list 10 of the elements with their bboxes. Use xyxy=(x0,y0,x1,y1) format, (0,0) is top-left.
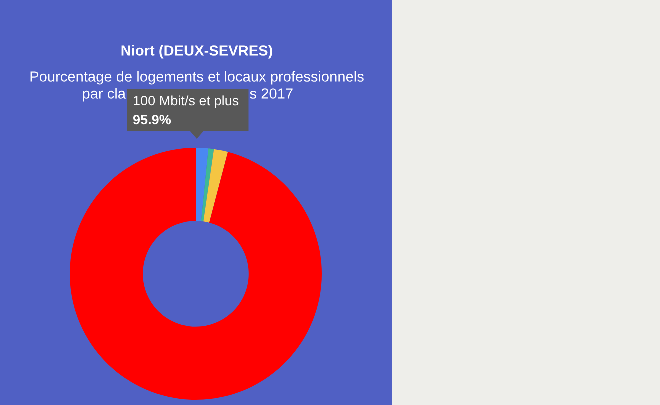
chart-subtitle: Pourcentage de logements et locaux professionnels xyxy=(30,71,364,85)
data-label: 95.9% xyxy=(133,115,172,125)
donut-slice xyxy=(201,148,214,222)
chart-title: Niort (DEUX-SEVRES) xyxy=(122,45,272,59)
donut-slice xyxy=(204,149,228,223)
text: s 2017 xyxy=(250,88,293,99)
text: par cla xyxy=(83,88,126,102)
slice-label: 100 Mbit/s et plus xyxy=(134,96,239,108)
donut-slice xyxy=(196,148,209,222)
donut-slice xyxy=(70,148,322,400)
